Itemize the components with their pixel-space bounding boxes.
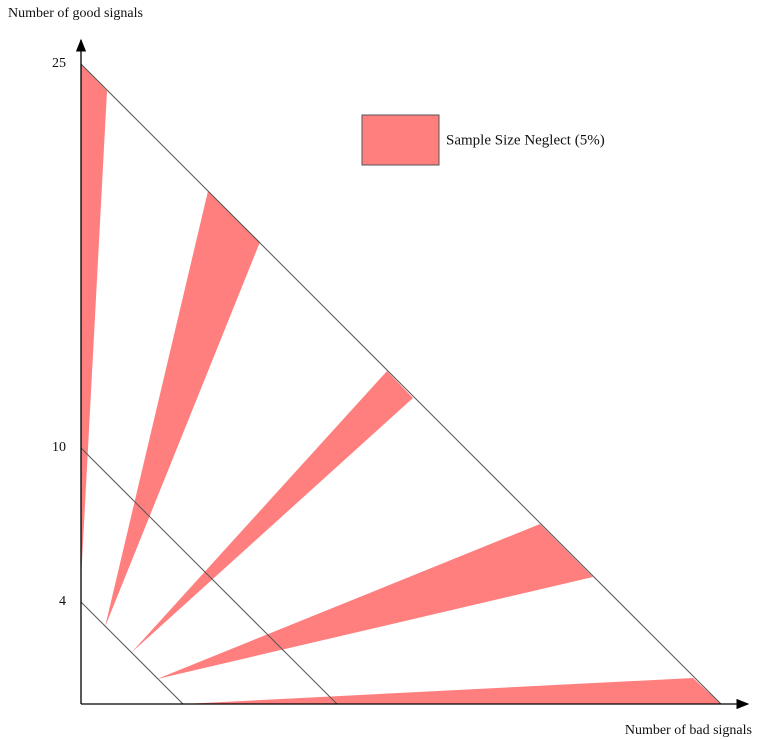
region: [183, 678, 721, 704]
diagonal: [80, 63, 722, 705]
x-axis-label: Number of bad signals: [625, 723, 752, 738]
y-tick-label: 25: [52, 56, 66, 71]
y-axis-label: Number of good signals: [8, 6, 143, 21]
region: [81, 64, 107, 580]
legend-label: Sample Size Neglect (5%): [446, 132, 605, 148]
y-tick-label: 4: [59, 594, 66, 609]
diagonal: [80, 601, 184, 705]
legend-swatch: [361, 114, 440, 166]
region: [157, 524, 593, 679]
diagonal: [80, 447, 338, 705]
region: [131, 371, 413, 653]
y-tick-label: 10: [52, 440, 66, 455]
region: [105, 191, 260, 627]
